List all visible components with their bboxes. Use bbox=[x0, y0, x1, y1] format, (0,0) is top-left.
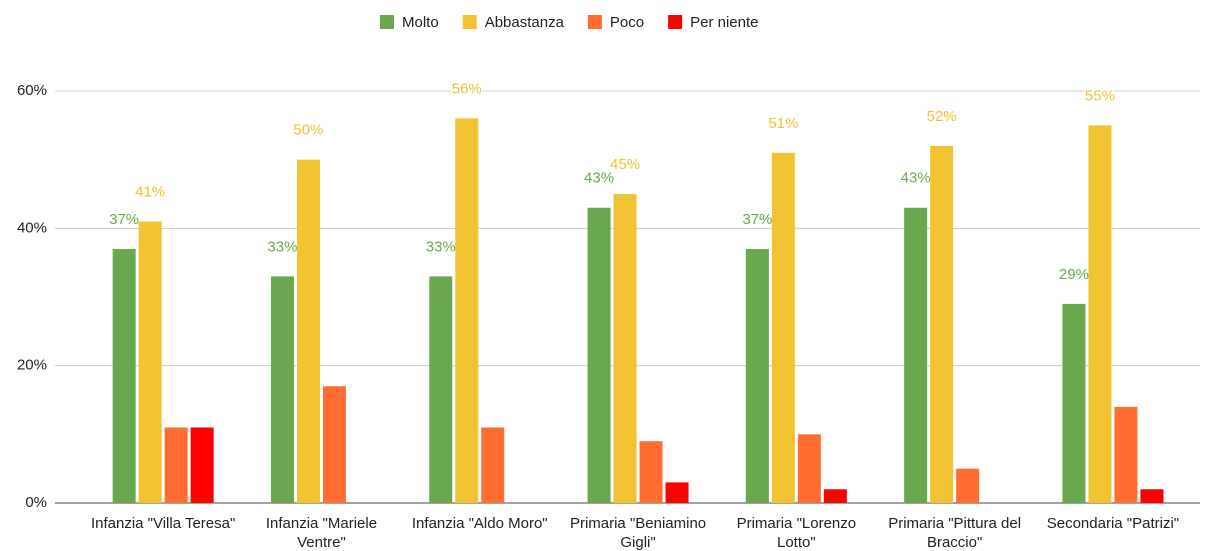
data-label: 51% bbox=[768, 115, 798, 132]
bar bbox=[904, 207, 928, 503]
bar bbox=[1088, 125, 1112, 503]
legend-label: Molto bbox=[402, 14, 439, 31]
bar bbox=[429, 276, 453, 503]
bar bbox=[665, 482, 689, 503]
data-label: 33% bbox=[267, 238, 297, 255]
data-label: 33% bbox=[426, 238, 456, 255]
data-label: 45% bbox=[610, 156, 640, 173]
bar bbox=[481, 427, 505, 503]
x-tick-label: Primaria "Pittura del Braccio" bbox=[888, 515, 1022, 551]
data-label: 43% bbox=[584, 170, 614, 187]
data-label: 37% bbox=[109, 211, 139, 228]
data-label: 50% bbox=[293, 122, 323, 139]
bar bbox=[1062, 303, 1086, 503]
x-tick-label: Primaria "Lorenzo Lotto" bbox=[736, 515, 857, 551]
bar bbox=[639, 441, 663, 503]
x-tick-label: Primaria "Beniamino Gigli" bbox=[569, 515, 707, 551]
y-tick-label: 20% bbox=[17, 357, 47, 374]
y-tick-label: 0% bbox=[25, 494, 47, 511]
legend-swatch bbox=[587, 15, 602, 29]
bar bbox=[164, 427, 188, 503]
bar bbox=[956, 468, 980, 503]
data-label: 55% bbox=[1085, 87, 1115, 104]
y-tick-label: 60% bbox=[17, 82, 47, 99]
bar bbox=[138, 221, 162, 503]
legend-label: Poco bbox=[610, 14, 644, 31]
legend-label: Per niente bbox=[690, 14, 758, 31]
bar bbox=[797, 434, 821, 503]
y-tick-label: 40% bbox=[17, 219, 47, 236]
legend-label: Abbastanza bbox=[485, 14, 565, 31]
legend-swatch bbox=[380, 15, 394, 29]
bar bbox=[1114, 406, 1138, 503]
bar bbox=[455, 118, 479, 503]
x-tick-label: Infanzia "Villa Teresa" bbox=[90, 515, 236, 532]
x-tick-label: Secondaria "Patrizi" bbox=[1046, 515, 1180, 532]
legend-swatch bbox=[462, 15, 477, 29]
bar bbox=[587, 207, 611, 503]
data-label: 56% bbox=[452, 80, 482, 97]
data-label: 29% bbox=[1059, 266, 1089, 283]
bar bbox=[1140, 489, 1164, 503]
data-label: 37% bbox=[742, 211, 772, 228]
bar bbox=[190, 427, 214, 503]
bar bbox=[270, 276, 294, 503]
bar bbox=[112, 248, 136, 503]
x-tick-label: Infanzia "Mariele Ventre" bbox=[265, 515, 378, 551]
x-tick-label: Infanzia "Aldo Moro" bbox=[411, 515, 548, 532]
bar bbox=[613, 194, 637, 503]
bar bbox=[322, 386, 346, 503]
bar bbox=[771, 152, 795, 504]
bar bbox=[823, 489, 847, 503]
data-label: 41% bbox=[135, 183, 165, 200]
data-label: 43% bbox=[901, 170, 931, 187]
bar bbox=[296, 159, 320, 503]
legend-swatch bbox=[668, 15, 683, 29]
bar bbox=[930, 145, 954, 503]
data-label: 52% bbox=[927, 108, 957, 125]
bar bbox=[745, 248, 769, 503]
